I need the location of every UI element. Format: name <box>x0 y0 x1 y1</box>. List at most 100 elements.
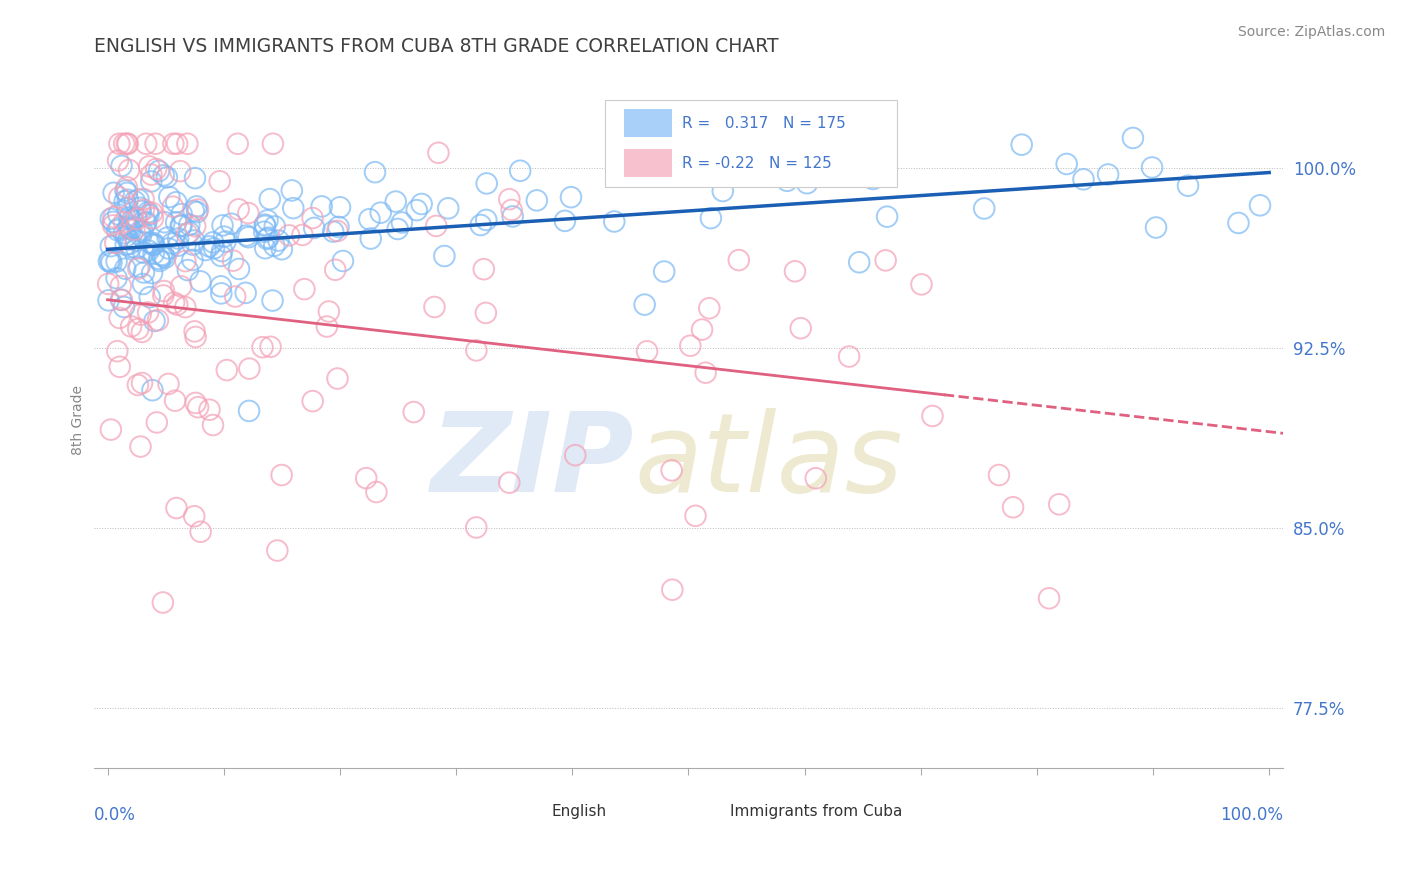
Point <box>661 463 683 477</box>
Point <box>176 136 198 151</box>
Point <box>1073 172 1095 186</box>
Point <box>131 376 153 390</box>
Point <box>179 226 201 240</box>
Point <box>132 202 155 217</box>
Point <box>1002 500 1025 515</box>
Point <box>186 199 208 213</box>
Point <box>148 164 170 178</box>
Point <box>318 304 340 318</box>
Point <box>387 222 409 236</box>
Point <box>235 285 257 300</box>
Point <box>291 227 314 242</box>
Point <box>153 215 176 229</box>
Point <box>152 288 174 302</box>
Point <box>97 254 120 268</box>
Point <box>166 298 188 312</box>
Point <box>1227 216 1250 230</box>
Point <box>212 229 235 244</box>
Point <box>697 301 720 316</box>
Point <box>157 242 180 256</box>
Point <box>783 264 806 278</box>
Point <box>117 136 139 151</box>
Point <box>156 170 179 185</box>
Point <box>526 194 548 208</box>
Text: 0.0%: 0.0% <box>94 806 135 824</box>
Point <box>114 184 136 198</box>
Point <box>673 146 696 161</box>
Point <box>153 251 176 265</box>
Point <box>263 239 285 253</box>
Point <box>162 200 184 214</box>
Point <box>315 319 337 334</box>
Point <box>405 203 427 218</box>
Point <box>108 190 131 204</box>
Point <box>156 230 179 244</box>
Point <box>163 295 186 310</box>
Point <box>202 235 225 250</box>
Point <box>105 344 128 359</box>
Text: Source: ZipAtlas.com: Source: ZipAtlas.com <box>1237 25 1385 39</box>
Point <box>848 255 870 269</box>
Point <box>211 219 233 233</box>
Point <box>254 241 277 255</box>
Point <box>215 363 238 377</box>
Point <box>183 509 205 524</box>
Point <box>165 195 187 210</box>
Point <box>187 401 209 415</box>
Point <box>311 199 333 213</box>
Point <box>685 508 707 523</box>
Text: ZIP: ZIP <box>432 408 636 515</box>
Point <box>411 197 433 211</box>
Point <box>117 219 139 234</box>
Point <box>142 236 165 251</box>
Y-axis label: 8th Grade: 8th Grade <box>72 384 86 455</box>
Point <box>209 249 232 263</box>
Point <box>146 416 169 430</box>
Point <box>108 310 131 325</box>
Point <box>238 404 260 418</box>
Point <box>652 264 675 278</box>
Point <box>132 277 155 291</box>
Point <box>391 215 413 229</box>
Point <box>167 238 190 252</box>
Point <box>115 180 138 194</box>
Point <box>256 232 278 246</box>
Point <box>190 274 212 288</box>
Point <box>107 223 129 237</box>
Point <box>209 286 232 301</box>
Point <box>301 211 323 225</box>
Point <box>141 168 163 182</box>
FancyBboxPatch shape <box>624 149 672 177</box>
Point <box>475 306 498 320</box>
Text: R = -0.22   N = 125: R = -0.22 N = 125 <box>682 155 832 170</box>
Point <box>560 190 582 204</box>
Point <box>1038 591 1060 606</box>
Point <box>127 261 149 276</box>
Point <box>465 520 488 534</box>
Point <box>118 211 141 225</box>
Point <box>131 224 153 238</box>
Point <box>157 190 180 204</box>
Point <box>129 440 152 454</box>
Point <box>152 249 174 263</box>
Point <box>198 239 221 253</box>
Point <box>328 219 350 234</box>
Point <box>136 205 159 219</box>
Point <box>475 213 498 227</box>
Point <box>129 308 152 322</box>
Point <box>167 231 190 245</box>
Point <box>475 177 498 191</box>
Point <box>700 211 723 226</box>
Point <box>214 235 236 249</box>
Point <box>142 247 165 261</box>
Point <box>131 325 153 339</box>
Point <box>359 212 381 227</box>
Text: atlas: atlas <box>636 408 904 515</box>
Point <box>165 215 187 229</box>
Point <box>127 322 149 336</box>
Point <box>472 262 495 277</box>
Point <box>796 176 818 190</box>
Point <box>370 205 392 219</box>
Point <box>1122 131 1144 145</box>
Point <box>263 219 285 234</box>
